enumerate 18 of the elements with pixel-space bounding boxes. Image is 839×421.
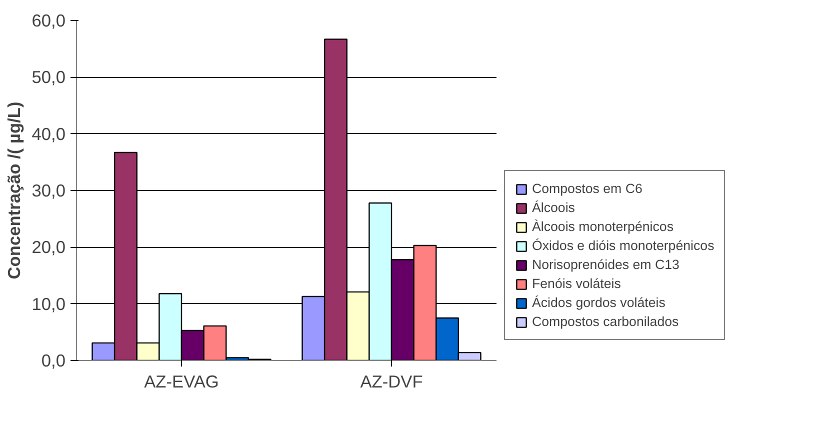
y-tick-label: 0,0 <box>41 350 66 370</box>
legend-label: Norisoprenóides em C13 <box>532 257 680 272</box>
y-tick-label: 50,0 <box>32 67 66 88</box>
y-tick-label: 10,0 <box>32 294 66 314</box>
legend-label: Álcoois <box>532 200 575 215</box>
legend-label: Compostos em C6 <box>532 181 642 196</box>
legend-label: Compostos carbonilados <box>532 314 679 329</box>
x-tick-label: AZ-EVAG <box>144 372 219 392</box>
y-tick-label: 60,0 <box>32 10 66 30</box>
y-tick-label: 20,0 <box>32 237 66 258</box>
x-tick-label: AZ-DVF <box>360 372 423 392</box>
y-axis-title: Concentração /( µg/L) <box>4 102 24 280</box>
legend-label: Àlcoois monoterpénicos <box>532 219 674 234</box>
legend-label: Óxidos e dióis monoterpénicos <box>532 238 714 253</box>
legend-label: Ácidos gordos voláteis <box>532 295 666 310</box>
y-tick-label: 40,0 <box>32 124 66 144</box>
y-tick-label: 30,0 <box>32 180 66 200</box>
legend-label: Fenóis voláteis <box>532 276 621 291</box>
